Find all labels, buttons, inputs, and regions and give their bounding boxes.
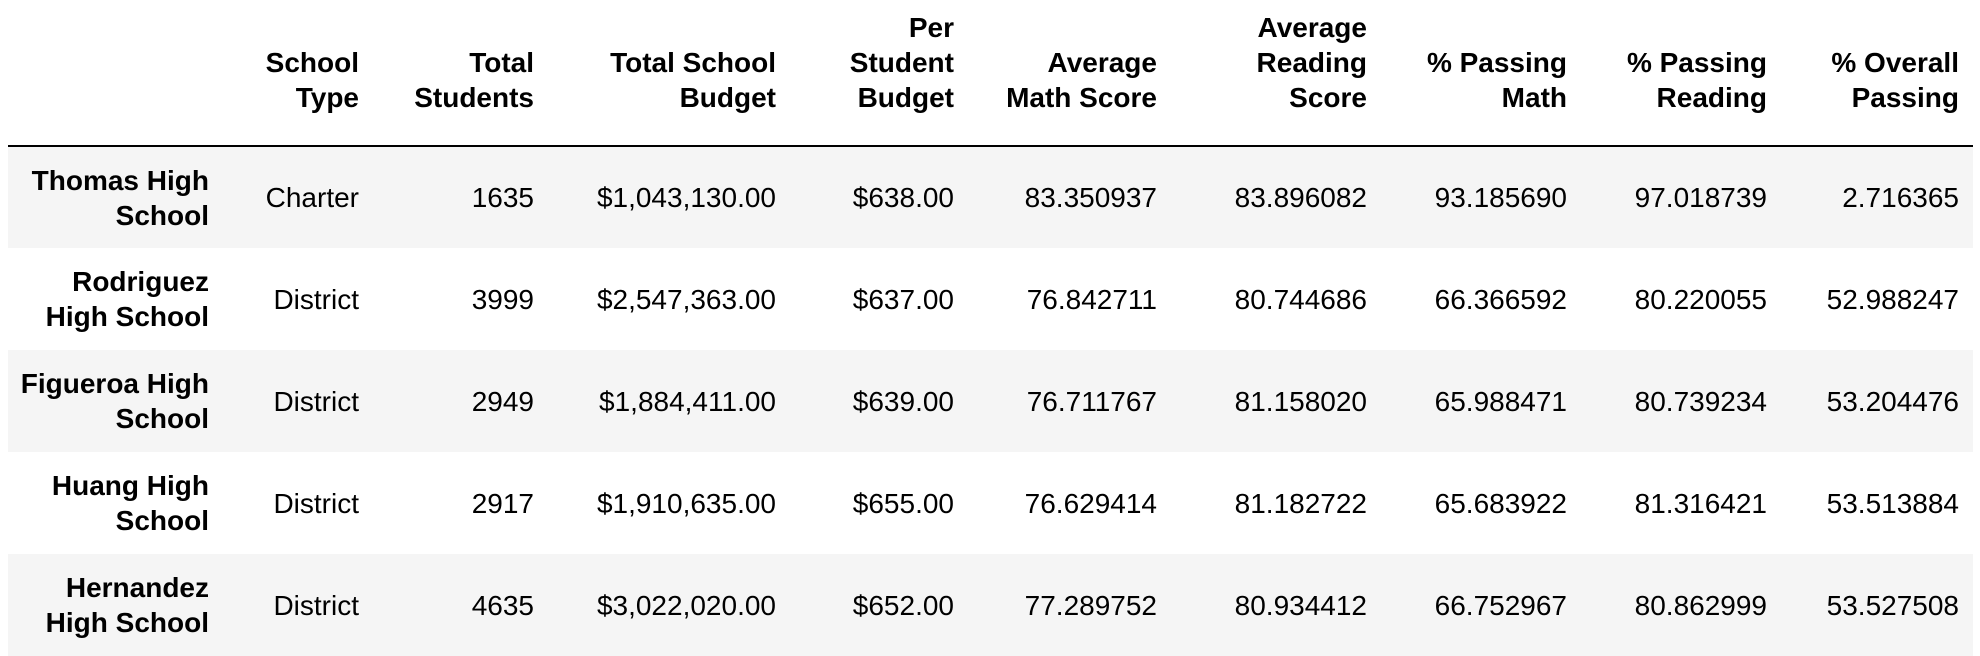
cell-school-type: District: [273, 589, 359, 621]
column-header-per-student-budget: Per Student Budget: [790, 10, 968, 147]
cell-passing-reading: 80.220055: [1634, 283, 1767, 315]
cell-overall-passing: 53.204476: [1826, 385, 1959, 417]
cell-average-math-score: 76.629414: [1024, 487, 1157, 519]
cell-overall-passing: 53.527508: [1826, 589, 1959, 621]
column-header-average-reading-score: Average Reading Score: [1171, 10, 1381, 147]
cell-passing-math: 65.988471: [1434, 385, 1567, 417]
table-header: School Type Total Students Total School …: [8, 10, 1973, 147]
cell-total-school-budget: $1,910,635.00: [596, 487, 776, 519]
cell-total-school-budget: $1,043,130.00: [596, 182, 776, 213]
cell-total-school-budget: $2,547,363.00: [596, 283, 776, 315]
table-row: Hernandez High School District 4635 $3,0…: [8, 554, 1973, 656]
cell-average-reading-score: 81.182722: [1234, 487, 1367, 519]
cell-total-students: 3999: [471, 283, 534, 315]
table-row: Rodriguez High School District 3999 $2,5…: [8, 248, 1973, 350]
cell-average-reading-score: 81.158020: [1234, 385, 1367, 417]
cell-school-type: District: [273, 283, 359, 315]
cell-passing-reading: 97.018739: [1634, 182, 1767, 213]
cell-passing-reading: 80.739234: [1634, 385, 1767, 417]
cell-passing-reading: 80.862999: [1634, 589, 1767, 621]
row-label: Thomas High School: [31, 164, 209, 231]
cell-per-student-budget: $655.00: [852, 487, 954, 519]
row-label: Huang High School: [51, 470, 209, 536]
cell-average-math-score: 76.842711: [1026, 283, 1157, 315]
row-label: Figueroa High School: [20, 368, 209, 434]
cell-school-type: District: [273, 385, 359, 417]
row-label: Hernandez High School: [45, 572, 209, 638]
cell-total-students: 1635: [471, 182, 534, 213]
cell-average-math-score: 76.711767: [1026, 385, 1157, 417]
table-row: Huang High School District 2917 $1,910,6…: [8, 452, 1973, 554]
cell-passing-math: 66.752967: [1434, 589, 1567, 621]
column-header-passing-math: % Passing Math: [1381, 10, 1581, 147]
cell-total-students: 4635: [471, 589, 534, 621]
cell-total-school-budget: $1,884,411.00: [599, 385, 776, 417]
cell-school-type: District: [273, 487, 359, 519]
table-body: Thomas High School Charter 1635 $1,043,1…: [8, 146, 1973, 656]
column-header-total-students: Total Students: [373, 10, 548, 147]
cell-per-student-budget: $639.00: [852, 385, 954, 417]
column-header-overall-passing: % Overall Passing: [1781, 10, 1973, 147]
cell-passing-reading: 81.316421: [1634, 487, 1767, 519]
column-header-total-school-budget: Total School Budget: [548, 10, 790, 147]
column-header-passing-reading: % Passing Reading: [1581, 10, 1781, 147]
cell-per-student-budget: $637.00: [852, 283, 954, 315]
cell-average-math-score: 83.350937: [1024, 182, 1157, 213]
cell-total-students: 2949: [471, 385, 534, 417]
cell-average-reading-score: 80.744686: [1234, 283, 1367, 315]
cell-overall-passing: 2.716365: [1842, 182, 1959, 213]
cell-school-type: Charter: [265, 182, 359, 213]
cell-passing-math: 93.185690: [1434, 182, 1567, 213]
cell-average-reading-score: 80.934412: [1234, 589, 1367, 621]
cell-per-student-budget: $638.00: [852, 182, 954, 213]
cell-passing-math: 65.683922: [1434, 487, 1567, 519]
row-label: Rodriguez High School: [45, 266, 209, 332]
cell-average-reading-score: 83.896082: [1234, 182, 1367, 213]
column-header-school-type: School Type: [223, 10, 373, 147]
cell-overall-passing: 52.988247: [1826, 283, 1959, 315]
cell-average-math-score: 77.289752: [1024, 589, 1157, 621]
index-header: [8, 10, 223, 147]
header-row: School Type Total Students Total School …: [8, 10, 1973, 147]
table-row: Figueroa High School District 2949 $1,88…: [8, 350, 1973, 452]
table-row: Thomas High School Charter 1635 $1,043,1…: [8, 146, 1973, 248]
school-summary-table: School Type Total Students Total School …: [8, 10, 1973, 656]
cell-overall-passing: 53.513884: [1826, 487, 1959, 519]
cell-passing-math: 66.366592: [1434, 283, 1567, 315]
column-header-average-math-score: Average Math Score: [968, 10, 1171, 147]
cell-total-students: 2917: [471, 487, 534, 519]
cell-per-student-budget: $652.00: [852, 589, 954, 621]
cell-total-school-budget: $3,022,020.00: [596, 589, 776, 621]
